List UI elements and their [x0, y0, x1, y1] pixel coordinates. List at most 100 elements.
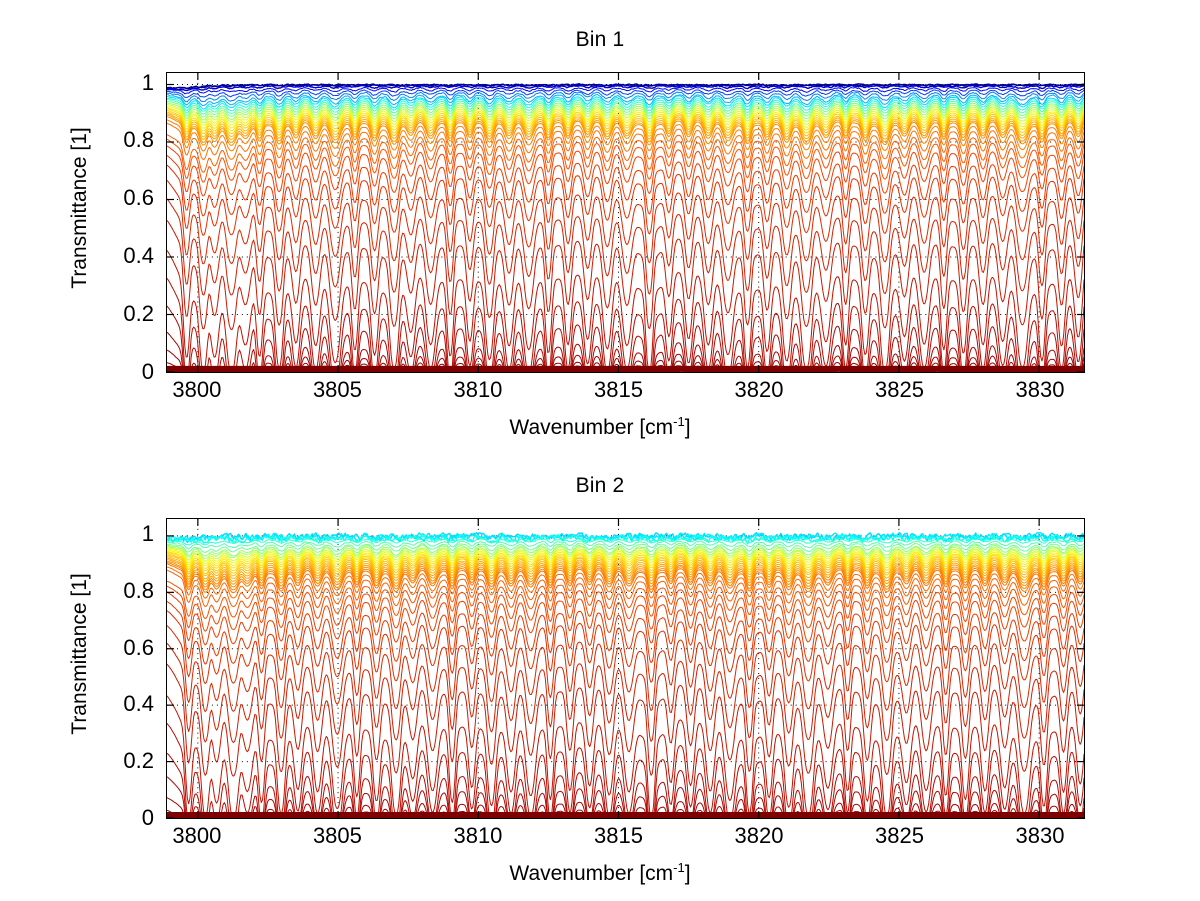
x-tick-label: 3800 [172, 377, 222, 402]
spectrum-trace [167, 86, 1084, 95]
spectrum-trace [167, 557, 1084, 582]
y-axis-label-bin-1: Transmittance [1] [68, 127, 91, 289]
spectrum-trace [167, 554, 1084, 577]
spectrum-trace [167, 559, 1084, 585]
y-tick-label-text: 1 [141, 69, 154, 95]
spectrum-trace [167, 97, 1084, 112]
spectrum-trace [167, 533, 1084, 545]
spectrum-trace [167, 547, 1084, 562]
spectrum-trace [167, 560, 1084, 588]
x-tick-label: 3830 [1015, 823, 1065, 848]
spectra-canvas-bin-2 [167, 519, 1084, 818]
plot-area-bin-1[interactable] [166, 72, 1085, 373]
spectrum-trace [167, 549, 1084, 567]
spectrum-trace [167, 106, 1084, 129]
spectrum-trace [167, 663, 1084, 777]
spectrum-trace [167, 550, 1084, 569]
spectrum-trace [167, 585, 1084, 632]
spectrum-trace [167, 103, 1084, 124]
y-tick-label-text: 1 [141, 521, 154, 547]
y-tick-label: 0 [96, 807, 154, 831]
spectrum-trace [167, 548, 1084, 565]
y-tick-label: 0.8 [96, 129, 154, 153]
spectrum-trace [167, 542, 1084, 554]
spectrum-trace [167, 116, 1084, 146]
y-tick-label: 0.4 [96, 693, 154, 717]
spectrum-trace [167, 562, 1084, 591]
spectrum-trace [167, 591, 1084, 646]
spectrum-trace [167, 580, 1084, 620]
spectrum-trace [167, 164, 1084, 236]
spectrum-trace [167, 105, 1084, 126]
y-tick-label: 0.6 [96, 187, 154, 211]
x-tick-label: 3820 [734, 823, 784, 848]
spectrum-trace [167, 134, 1084, 173]
spectrum-trace [167, 250, 1084, 372]
y-tick-label-text: 0.8 [123, 577, 154, 603]
y-tick-label: 0 [96, 361, 154, 385]
y-tick-label-text: 0.4 [123, 243, 154, 269]
x-axis-label-tail: ] [684, 416, 691, 439]
y-tick-label: 0.2 [96, 750, 154, 774]
spectrum-trace [167, 540, 1084, 550]
spectrum-trace [167, 83, 1084, 90]
x-tick-label: 3825 [875, 377, 924, 402]
spectrum-trace [167, 642, 1084, 743]
spectrum-trace [167, 544, 1084, 557]
spectrum-trace [167, 551, 1084, 572]
spectrum-trace [167, 198, 1084, 296]
spectrum-trace [167, 600, 1084, 665]
spectrum-trace [167, 111, 1084, 138]
y-tick-label-text: 0.6 [123, 634, 154, 660]
y-axis-ticks-bin-2: 0 0.2 0.4 0.6 0.8 1 [96, 446, 154, 901]
x-tick-label: 3815 [593, 823, 643, 848]
spectrum-trace [167, 113, 1084, 140]
spectrum-trace [167, 538, 1084, 546]
spectrum-trace [167, 100, 1084, 118]
spectrum-trace [167, 108, 1084, 132]
spectrum-trace [167, 109, 1084, 135]
spectrum-trace [167, 122, 1084, 161]
y-axis-ticks-bin-1: 0 0.2 0.4 0.6 0.8 1 [96, 0, 154, 455]
spectrum-trace [167, 625, 1084, 713]
spectrum-trace [167, 91, 1084, 103]
plot-area-bin-2[interactable] [166, 518, 1085, 819]
y-tick-label-text: 0.4 [123, 691, 154, 717]
x-tick-label: 3830 [1015, 377, 1065, 402]
x-axis-label-bin-1: Wavenumber [cm-1] [0, 415, 1200, 440]
spectrum-trace [167, 145, 1084, 197]
y-tick-label-text: 0.6 [123, 185, 154, 211]
y-tick-label: 0.8 [96, 577, 154, 604]
x-axis-label-text: Wavenumber [cm [509, 416, 674, 439]
spectrum-trace [167, 98, 1084, 115]
spectrum-trace [167, 695, 1084, 818]
y-tick-label: 0.2 [96, 303, 154, 327]
y-tick-label: 0.6 [96, 634, 154, 661]
x-tick-label: 3810 [453, 377, 503, 402]
spectrum-trace [167, 95, 1084, 110]
spectra-canvas-bin-1 [167, 73, 1084, 372]
spectrum-trace [167, 610, 1084, 685]
x-axis-label-tail: ] [684, 862, 691, 885]
y-tick-label: 1 [96, 523, 154, 547]
spectrum-trace [167, 776, 1084, 818]
spectrum-trace [167, 563, 1084, 594]
y-tick-label-text: 0.2 [123, 748, 154, 774]
spectrum-trace [167, 220, 1084, 331]
spectrum-trace [167, 556, 1084, 580]
panel-bin-2: Bin 2 0 0.2 0.4 0.6 0.8 1 3800 3805 3810 3815 382… [0, 446, 1200, 901]
x-tick-label: 3805 [312, 823, 362, 848]
spectrum-trace [167, 93, 1084, 107]
x-tick-label: 3800 [172, 823, 222, 848]
spectrum-trace [167, 553, 1084, 575]
x-axis-label-text: Wavenumber [cm [509, 862, 674, 885]
spectrum-trace [167, 102, 1084, 121]
spectrum-trace [167, 305, 1084, 372]
x-axis-ticks-bin-1: 3800 3805 3810 3815 3820 3825 3830 [172, 377, 1065, 402]
x-tick-label: 3810 [453, 823, 503, 848]
x-axis-label-exponent: -1 [673, 860, 685, 875]
y-axis-label-bin-2: Transmittance [1] [68, 573, 91, 735]
panel-bin-1: Bin 1 0 0.2 0.4 0.6 0.8 1 3800 3805 3810 3815 382… [0, 0, 1200, 455]
y-tick-label: 0.4 [96, 245, 154, 269]
spectrum-trace [167, 566, 1084, 599]
